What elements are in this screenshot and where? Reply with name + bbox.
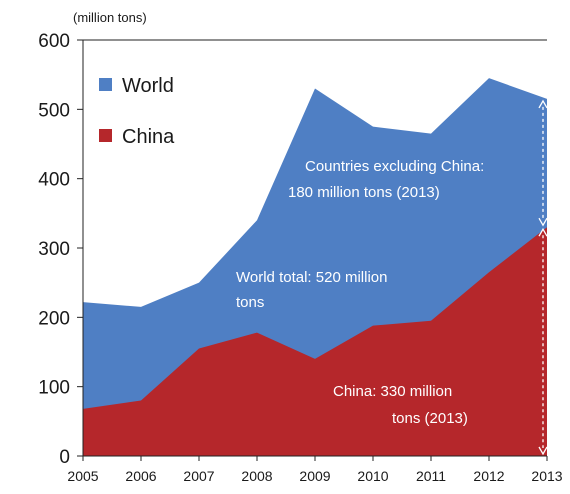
series-areas bbox=[83, 78, 547, 456]
legend-world-swatch bbox=[99, 78, 112, 91]
annotation-world-line2: tons bbox=[236, 294, 264, 311]
x-tick-label: 2012 bbox=[473, 468, 504, 484]
y-tick-label: 300 bbox=[38, 239, 70, 260]
unit-label: (million tons) bbox=[73, 10, 147, 25]
bracket-china-arrow-bottom bbox=[538, 446, 548, 456]
legend-china-label: China bbox=[122, 126, 175, 148]
x-tick-label: 2010 bbox=[357, 468, 388, 484]
y-tick-labels: 0 100 200 300 400 500 600 bbox=[38, 31, 83, 468]
bracket-china-arrow-top bbox=[538, 227, 548, 237]
y-tick-label: 0 bbox=[59, 447, 70, 468]
annotation-china-line2: tons (2013) bbox=[392, 410, 468, 427]
x-tick-label: 2005 bbox=[67, 468, 98, 484]
annotation-markers bbox=[538, 99, 548, 456]
annotation-excluding-line2: 180 million tons (2013) bbox=[288, 184, 440, 201]
legend-world-label: World bbox=[122, 75, 174, 97]
x-tick-labels: 2005 2006 2007 2008 2009 2010 2011 2012 2013 bbox=[67, 456, 563, 484]
bracket-excluding-china-arrow-bottom bbox=[538, 217, 548, 227]
y-tick-label: 500 bbox=[38, 100, 70, 121]
legend-china-swatch bbox=[99, 129, 112, 142]
annotations: Countries excluding China: 180 million t… bbox=[236, 158, 484, 427]
x-tick-label: 2008 bbox=[241, 468, 272, 484]
y-tick-label: 400 bbox=[38, 170, 70, 191]
annotation-world-line1: World total: 520 million bbox=[236, 269, 387, 286]
y-tick-label: 100 bbox=[38, 378, 70, 399]
bracket-china bbox=[538, 227, 548, 456]
x-tick-label: 2007 bbox=[183, 468, 214, 484]
legend: World China bbox=[99, 75, 175, 148]
annotation-china-line1: China: 330 million bbox=[333, 383, 452, 400]
y-tick-label: 200 bbox=[38, 308, 70, 329]
bracket-excluding-china-arrow-top bbox=[538, 99, 548, 109]
x-tick-label: 2006 bbox=[125, 468, 156, 484]
y-tick-label: 600 bbox=[38, 31, 70, 52]
x-tick-label: 2013 bbox=[531, 468, 562, 484]
annotation-excluding-line1: Countries excluding China: bbox=[305, 158, 484, 175]
x-tick-label: 2011 bbox=[416, 468, 446, 484]
bracket-excluding-china bbox=[538, 99, 548, 227]
area-china bbox=[83, 227, 547, 456]
x-tick-label: 2009 bbox=[299, 468, 330, 484]
